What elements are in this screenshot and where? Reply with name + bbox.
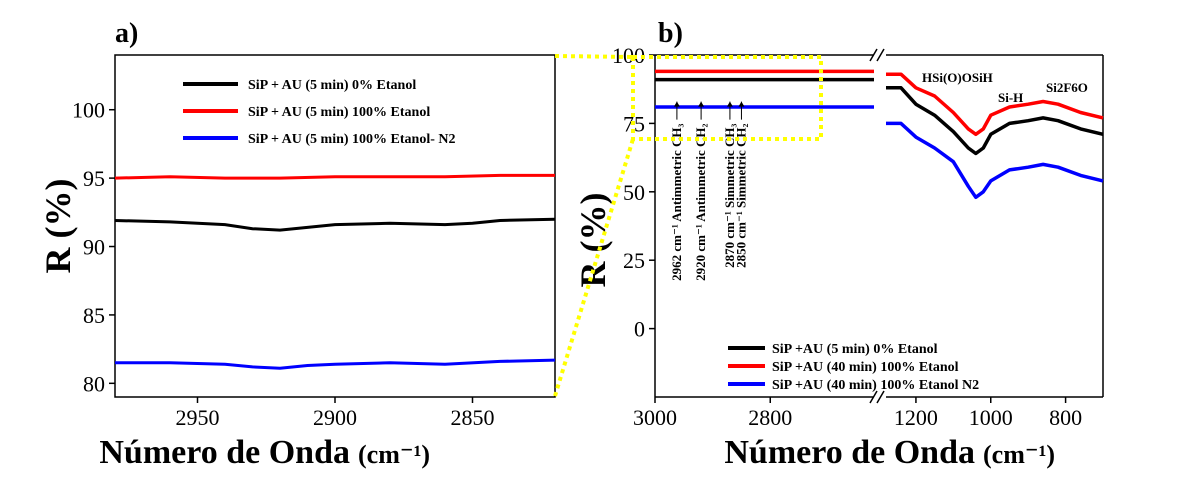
legend-label-a-0: SiP + AU (5 min) 0% Etanol: [248, 78, 416, 93]
y-tick-label: 0: [634, 317, 645, 342]
y-tick-label: 85: [83, 303, 105, 328]
vertical-label: 2920 cm⁻¹ Antimmetric CH₂: [693, 124, 708, 281]
x-tick-label: 1000: [969, 405, 1013, 430]
x-tick-label: 2900: [313, 405, 357, 430]
legend-label-a-2: SiP + AU (5 min) 100% Etanol- N2: [248, 132, 456, 147]
svg-text:Número de Onda: Número de Onda: [724, 434, 975, 471]
series-line-b-0-seg1: [886, 86, 1104, 156]
annotation-si2f6o: Si2F6O: [1046, 80, 1088, 95]
vertical-label: 2850 cm⁻¹ Simmetric CH₂: [733, 124, 748, 268]
zoom-indicator: [553, 54, 823, 397]
svg-text:(cm⁻¹): (cm⁻¹): [358, 440, 430, 469]
legend-label-b-0: SiP +AU (5 min) 0% Etanol: [772, 342, 938, 357]
series-line-b-2-seg1: [886, 121, 1104, 200]
x-tick-label: 2850: [451, 405, 495, 430]
x-tick-label: 1200: [894, 405, 938, 430]
legend-label-b-2: SiP +AU (40 min) 100% Etanol N2: [772, 378, 979, 393]
axis-break-marks: [869, 48, 885, 404]
panel-a-label: a): [115, 18, 138, 49]
x-tick-label: 3000: [633, 405, 677, 430]
vertical-label: 2870 cm⁻¹ Simmetric CH₃: [722, 124, 737, 268]
annotation-sih: Si-H: [998, 90, 1023, 105]
y-tick-label: 25: [623, 248, 645, 273]
legend-label-a-1: SiP + AU (5 min) 100% Etanol: [248, 105, 430, 120]
y-tick-label: 50: [623, 180, 645, 205]
series-line-a-2: [115, 358, 556, 370]
y-tick-label: 95: [83, 166, 105, 191]
x-tick-label: 2800: [748, 405, 792, 430]
plot-a-ylabel: R (%): [38, 179, 78, 274]
marker-arrow: [738, 101, 745, 107]
plot-b-xlabel: Número de Onda (cm⁻¹): [724, 434, 1055, 471]
x-tick-label: 800: [1049, 405, 1082, 430]
marker-arrow: [726, 101, 733, 107]
svg-text:Número de Onda: Número de Onda: [99, 434, 350, 471]
plot-a-xlabel: Número de Onda (cm⁻¹): [99, 434, 430, 471]
y-tick-label: 80: [83, 371, 105, 396]
series-line-a-1: [114, 173, 555, 180]
legend-label-b-1: SiP +AU (40 min) 100% Etanol: [772, 360, 959, 375]
y-tick-label: 90: [83, 235, 105, 260]
marker-arrow: [698, 101, 705, 107]
x-tick-label: 2950: [176, 405, 220, 430]
panel-b-label: b): [658, 18, 683, 49]
annotation-hsiosih: HSi(O)OSiH: [922, 70, 993, 85]
marker-arrow: [673, 101, 680, 107]
svg-text:(cm⁻¹): (cm⁻¹): [983, 440, 1055, 469]
y-tick-label: 100: [72, 98, 105, 123]
series-line-b-1-seg1: [886, 72, 1104, 137]
vertical-label: 2962 cm⁻¹ Antimmetric CH₃: [669, 124, 684, 281]
series-line-a-0: [114, 217, 556, 232]
